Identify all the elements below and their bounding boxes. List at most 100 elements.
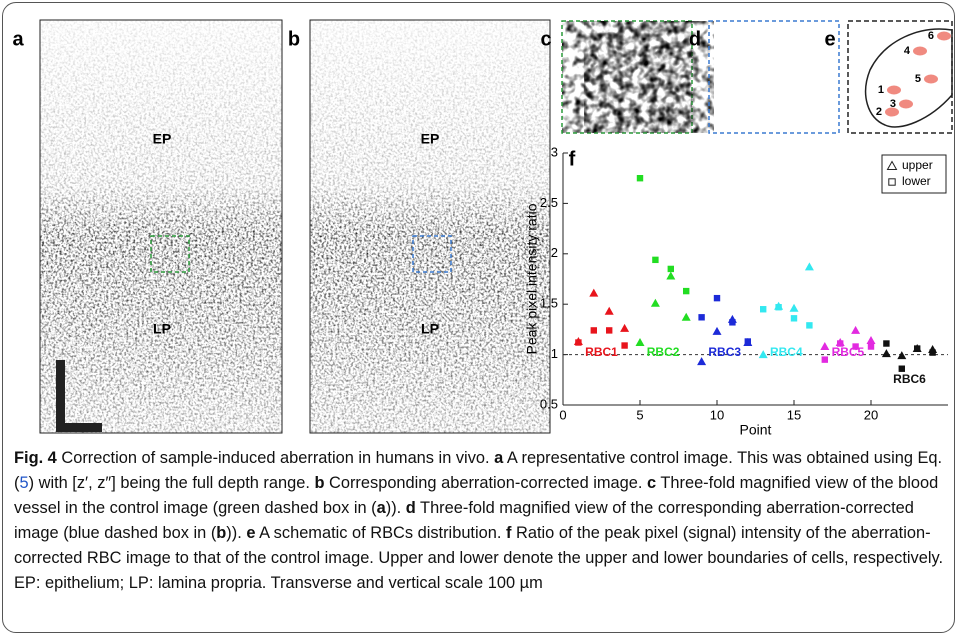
- legend-box: [881, 154, 947, 194]
- caption-link[interactable]: 5: [19, 474, 29, 492]
- rbc-label: 2: [876, 106, 882, 118]
- panel-label: b: [288, 28, 300, 50]
- point: [698, 314, 705, 321]
- x-tick-label: 0: [559, 407, 566, 422]
- image-a: [39, 19, 283, 434]
- point: [929, 349, 936, 356]
- rbc: [885, 107, 899, 117]
- group-label: RBC3: [708, 345, 741, 359]
- point: [820, 342, 830, 351]
- point: [914, 345, 921, 352]
- rbc: [887, 85, 901, 95]
- group-label: RBC2: [647, 345, 680, 359]
- point: [729, 319, 736, 326]
- legend-marker: [888, 178, 896, 186]
- point: [852, 343, 859, 350]
- caption-text: A schematic of RBCs distribution.: [255, 524, 506, 542]
- group-label: RBC4: [770, 345, 803, 359]
- point: [667, 265, 674, 273]
- image-label: EP: [421, 131, 440, 147]
- point: [804, 262, 814, 271]
- image-d: [584, 20, 840, 134]
- group-label: RBC6: [893, 372, 926, 386]
- point: [775, 304, 782, 311]
- caption-text: a: [494, 449, 504, 467]
- y-axis-label: Peak pixel intensity ratio: [524, 203, 540, 354]
- x-tick-label: 15: [787, 407, 801, 422]
- caption-text: b: [314, 474, 325, 492]
- point: [744, 338, 751, 345]
- point: [837, 340, 844, 347]
- caption-text: A representative control image. This was…: [14, 449, 943, 492]
- point: [635, 338, 645, 347]
- point: [712, 326, 722, 335]
- group-label: RBC1: [585, 345, 618, 359]
- caption-text: Ratio of the peak pixel (signal) intensi…: [14, 524, 944, 592]
- rbc: [913, 46, 927, 56]
- y-tick-label: 2: [551, 245, 558, 260]
- image-label: LP: [153, 321, 171, 337]
- point: [789, 303, 799, 312]
- point: [621, 342, 628, 349]
- caption-text: f: [505, 524, 512, 542]
- rbc: [899, 99, 913, 109]
- caption-text: ) with [z′, z″] being the full depth ran…: [28, 474, 315, 492]
- point: [760, 306, 767, 313]
- x-tick-label: 20: [864, 407, 878, 422]
- panel-label: c: [540, 28, 551, 50]
- caption-text: Fig. 4: [14, 449, 57, 467]
- caption-text: e: [246, 524, 256, 542]
- image-label: LP: [421, 321, 439, 337]
- caption-text: d: [405, 499, 416, 517]
- caption-text: c: [646, 474, 657, 492]
- point: [867, 343, 875, 350]
- caption: Fig. 4 Correction of sample-induced aber…: [14, 446, 949, 596]
- rbc-label: 6: [928, 30, 934, 42]
- caption-text: Correction of sample-induced aberration …: [56, 449, 495, 467]
- point: [866, 335, 876, 344]
- point: [604, 306, 614, 315]
- y-tick-label: 0.5: [540, 396, 558, 411]
- point: [652, 256, 659, 264]
- y-tick-label: 1.5: [540, 296, 558, 311]
- point: [620, 323, 630, 332]
- point: [697, 357, 707, 366]
- point: [883, 340, 890, 347]
- x-axis-label: Point: [740, 422, 772, 438]
- point: [575, 339, 582, 346]
- rbc: [924, 74, 938, 84]
- point: [806, 322, 813, 329]
- legend-label: upper: [902, 158, 933, 172]
- point: [881, 349, 891, 358]
- rbc-label: 1: [878, 84, 884, 96]
- point: [851, 325, 861, 334]
- point: [589, 288, 599, 297]
- point: [606, 327, 613, 334]
- rbc-label: 3: [890, 98, 896, 110]
- y-tick-label: 2.5: [540, 195, 558, 210]
- caption-text: )).: [226, 524, 247, 542]
- caption-text: Three-fold magnified view of the corresp…: [14, 499, 914, 542]
- point: [590, 327, 597, 334]
- point: [681, 312, 691, 321]
- x-tick-label: 10: [710, 407, 724, 422]
- point: [790, 315, 798, 322]
- point: [666, 271, 676, 280]
- panel-label: f: [569, 148, 576, 170]
- legend-marker: [886, 160, 898, 170]
- point: [650, 298, 660, 307]
- point: [821, 356, 828, 363]
- point: [713, 294, 721, 302]
- point: [898, 365, 905, 372]
- caption-text: )).: [385, 499, 406, 517]
- point: [758, 350, 768, 359]
- point: [683, 287, 690, 295]
- caption-text: Corresponding aberration-corrected image…: [324, 474, 647, 492]
- y-tick-label: 1: [551, 346, 558, 361]
- x-tick-label: 5: [636, 407, 643, 422]
- rbc-label: 5: [915, 73, 921, 85]
